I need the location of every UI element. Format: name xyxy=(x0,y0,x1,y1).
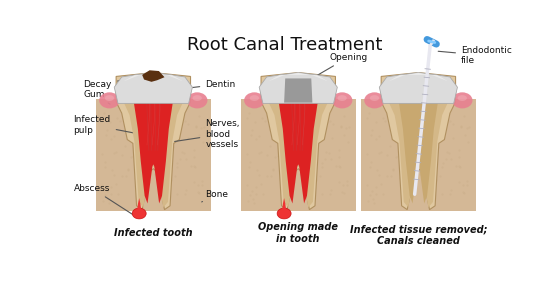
Polygon shape xyxy=(399,79,438,203)
Polygon shape xyxy=(142,70,164,82)
Text: Decay: Decay xyxy=(84,77,144,89)
Text: Infected
pulp: Infected pulp xyxy=(74,115,138,135)
Polygon shape xyxy=(389,73,448,81)
Ellipse shape xyxy=(187,92,207,108)
Polygon shape xyxy=(388,76,449,207)
Text: Bone: Bone xyxy=(202,190,228,202)
Polygon shape xyxy=(134,79,173,203)
Ellipse shape xyxy=(338,95,347,101)
Polygon shape xyxy=(361,99,476,211)
Polygon shape xyxy=(279,79,317,203)
Text: Gum: Gum xyxy=(84,90,110,104)
Polygon shape xyxy=(259,73,338,103)
Ellipse shape xyxy=(193,95,202,101)
Ellipse shape xyxy=(452,92,472,108)
Polygon shape xyxy=(268,76,329,207)
Ellipse shape xyxy=(99,92,120,108)
Text: Opening made
in tooth: Opening made in tooth xyxy=(258,222,338,244)
Polygon shape xyxy=(261,73,335,210)
Ellipse shape xyxy=(132,208,146,219)
Text: Infected tissue removed;
Canals cleaned: Infected tissue removed; Canals cleaned xyxy=(350,224,487,246)
Polygon shape xyxy=(116,73,190,210)
Polygon shape xyxy=(379,73,457,103)
Text: Endodontic
file: Endodontic file xyxy=(438,46,512,65)
Polygon shape xyxy=(284,78,312,103)
Ellipse shape xyxy=(458,95,467,101)
Ellipse shape xyxy=(332,92,353,108)
Text: Nerves,
blood
vessels: Nerves, blood vessels xyxy=(175,119,240,149)
Polygon shape xyxy=(123,76,184,207)
Ellipse shape xyxy=(244,92,265,108)
Polygon shape xyxy=(241,99,356,211)
Polygon shape xyxy=(114,73,192,103)
Polygon shape xyxy=(268,73,328,81)
Ellipse shape xyxy=(250,95,259,101)
Polygon shape xyxy=(124,73,183,81)
Polygon shape xyxy=(381,73,456,210)
Text: Infected tooth: Infected tooth xyxy=(114,228,193,238)
Text: Opening: Opening xyxy=(305,53,368,83)
Polygon shape xyxy=(137,198,141,210)
Polygon shape xyxy=(96,99,211,211)
Ellipse shape xyxy=(364,92,385,108)
Polygon shape xyxy=(282,198,286,210)
Text: Dentin: Dentin xyxy=(192,80,236,89)
Text: Root Canal Treatment: Root Canal Treatment xyxy=(187,36,383,54)
Text: Abscess: Abscess xyxy=(74,183,133,214)
Ellipse shape xyxy=(105,95,114,101)
Ellipse shape xyxy=(370,95,379,101)
Ellipse shape xyxy=(277,208,291,219)
